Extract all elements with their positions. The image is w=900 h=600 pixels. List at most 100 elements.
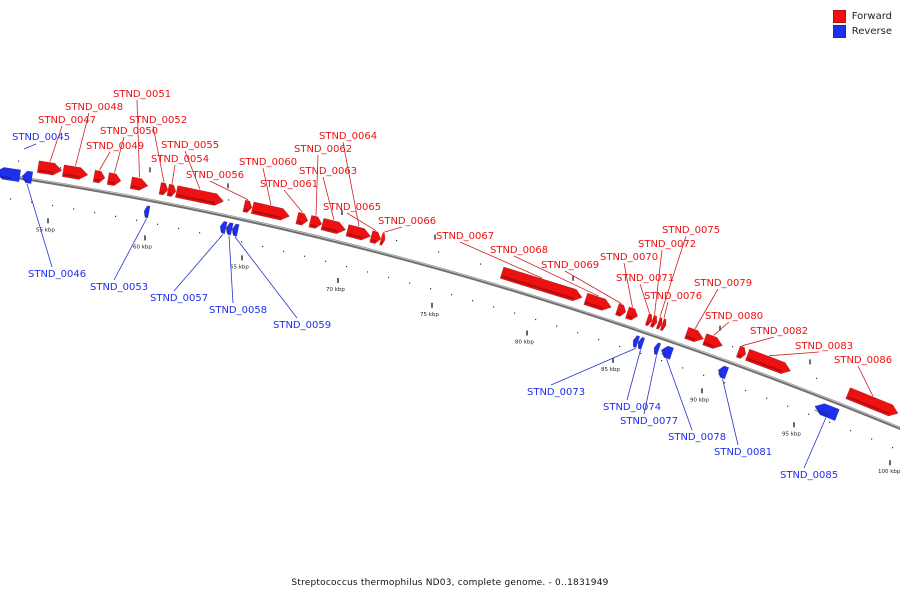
gene-leader-line (564, 270, 622, 304)
gene-leader-line (173, 233, 224, 292)
gene-leader-line (722, 378, 739, 446)
gene-leader-line (663, 301, 669, 319)
gene-label: STND_0057 (150, 293, 208, 304)
gene-reverse: STND_0081 (714, 365, 772, 458)
gene-leader-line (234, 236, 298, 319)
gene-leader-line (315, 154, 319, 216)
gene-reverse: STND_0085 (780, 403, 840, 481)
gene-label: STND_0045 (12, 132, 70, 143)
gene-reverse: STND_0078 (660, 345, 726, 443)
gene-leader-line (623, 262, 633, 308)
tick-label: 90 kbp (690, 397, 709, 403)
gene-reverse: STND_0073 (527, 335, 641, 398)
gene-forward: STND_0054 (151, 154, 209, 197)
gene-reverse: STND_0059 (231, 223, 331, 331)
gene-leader-line (626, 349, 641, 401)
gene-leader-line (459, 241, 543, 279)
gene-leader-line (136, 99, 140, 178)
gene-leader-line (99, 151, 111, 171)
gene-leader-line (713, 321, 730, 336)
gene-label: STND_0079 (694, 278, 752, 289)
gene-forward: STND_0065 (323, 202, 382, 244)
gene-reverse: STND_0053 (90, 205, 151, 293)
gene-label: STND_0046 (28, 269, 86, 280)
tick-label: 75 kbp (420, 312, 439, 318)
gene-label: STND_0048 (65, 102, 123, 113)
gene-forward: STND_0072 (638, 239, 696, 328)
gene-leader-line (346, 212, 377, 232)
gene-leader-line (114, 136, 125, 173)
legend-forward-swatch (832, 10, 846, 23)
gene-leader-line (322, 176, 335, 221)
gene-label: STND_0078 (668, 432, 726, 443)
gene-forward: STND_0069 (541, 260, 627, 317)
gene-label: STND_0065 (323, 202, 381, 213)
legend-reverse-label: Reverse (851, 26, 892, 37)
gene-forward: STND_0051 (113, 89, 171, 191)
gene-label: STND_0067 (436, 231, 494, 242)
gene-forward: STND_0056 (186, 170, 253, 214)
gene-forward: STND_0082 (735, 326, 808, 359)
gene-leader-line (228, 235, 234, 304)
gene-forward: STND_0076 (644, 291, 702, 332)
gene-label: STND_0055 (161, 140, 219, 151)
gene-reverse: STND_0045 (0, 132, 70, 183)
tick-label: 80 kbp (515, 339, 534, 345)
gene-label: STND_0053 (90, 282, 148, 293)
gene-forward: STND_0079 (684, 278, 752, 343)
gene-label: STND_0085 (780, 470, 838, 481)
gene-label: STND_0086 (834, 355, 892, 366)
gene-leader-line (694, 288, 719, 330)
gene-leader-line (382, 226, 403, 233)
gene-forward: STND_0060 (239, 157, 297, 221)
gene-forward: STND_0050 (100, 126, 158, 187)
gene-label: STND_0052 (129, 115, 187, 126)
gene-label: STND_0066 (378, 216, 436, 227)
gene-label: STND_0064 (319, 131, 377, 142)
gene-forward: STND_0062 (294, 144, 352, 229)
gene-leader-line (741, 336, 775, 347)
gene-label: STND_0081 (714, 447, 772, 458)
gene-forward: STND_0067 (436, 231, 583, 302)
gene-leader-line (23, 143, 37, 150)
legend-reverse-swatch (832, 25, 846, 38)
gene-label: STND_0070 (600, 252, 658, 263)
gene-leader-line (26, 183, 53, 268)
gene-forward: STND_0075 (655, 225, 720, 330)
gene-forward: STND_0064 (319, 131, 377, 241)
gene-label: STND_0068 (490, 245, 548, 256)
gene-reverse: STND_0058 (209, 222, 267, 316)
tick-label: 100 kbp (878, 469, 900, 475)
gene-leader-line (550, 347, 636, 386)
gene-leader-line (152, 125, 165, 183)
gene-forward: STND_0052 (129, 115, 187, 196)
gene-label: STND_0075 (662, 225, 720, 236)
gene-label: STND_0071 (616, 273, 674, 284)
gene-forward: STND_0063 (299, 166, 357, 235)
gene-reverse: STND_0057 (150, 220, 228, 304)
gene-forward: STND_0068 (490, 245, 612, 311)
gene-reverse: STND_0074 (603, 336, 661, 413)
gene-label: STND_0076 (644, 291, 702, 302)
tick-label: 55 kbp (36, 227, 55, 233)
gene-label: STND_0072 (638, 239, 696, 250)
gene-label: STND_0069 (541, 260, 599, 271)
tick-label: 85 kbp (601, 367, 620, 373)
gene-leader-line (184, 150, 201, 190)
gene-leader-line (643, 355, 657, 415)
scale-dots (10, 160, 894, 449)
gene-label: STND_0062 (294, 144, 352, 155)
forward-genes: STND_0047STND_0048STND_0049STND_0050STND… (36, 89, 899, 417)
gene-leader-line (666, 358, 693, 431)
map-caption: Streptococcus thermophilus ND03, complet… (291, 578, 609, 588)
gene-label: STND_0058 (209, 305, 267, 316)
gene-forward: STND_0049 (86, 141, 144, 184)
gene-leader-line (113, 218, 147, 281)
genome-backbone (0, 173, 900, 431)
gene-label: STND_0049 (86, 141, 144, 152)
gene-label: STND_0077 (620, 416, 678, 427)
gene-leader-line (262, 167, 272, 206)
gene-label: STND_0059 (273, 320, 331, 331)
gene-forward: STND_0055 (161, 140, 224, 206)
